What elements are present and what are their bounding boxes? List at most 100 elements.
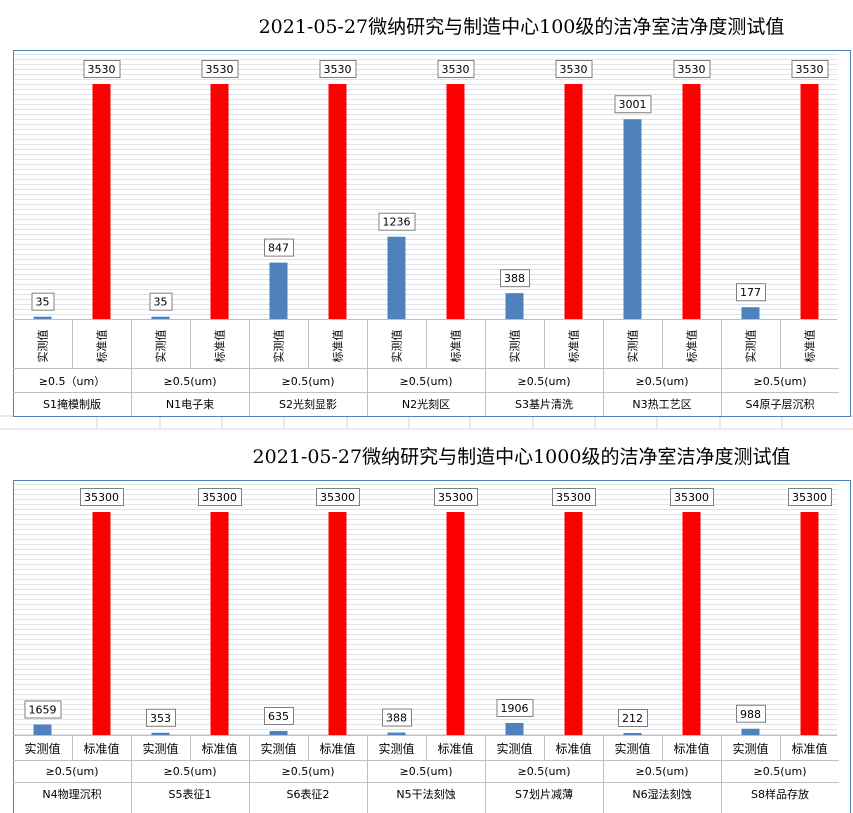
- series-tick-label: 实测值: [260, 741, 296, 756]
- data-label: 388: [504, 272, 525, 285]
- data-label-box: [736, 283, 766, 302]
- data-label-box: [83, 60, 121, 78]
- data-label-box: [434, 488, 478, 506]
- size-tick-label: ≥0.5(um): [164, 765, 217, 778]
- data-label: 35300: [792, 491, 827, 504]
- group-tick-label: N2光刻区: [402, 397, 450, 411]
- data-label: 35300: [320, 491, 355, 504]
- series-tick-label: 标准值: [331, 330, 345, 363]
- data-label: 212: [622, 712, 643, 725]
- standard-bar: [682, 84, 701, 319]
- size-tick-label: ≥0.5(um): [46, 765, 99, 778]
- measured-bar: [741, 728, 760, 735]
- standard-bar: [210, 512, 229, 735]
- measured-bar: [387, 732, 406, 735]
- size-tick-label: ≥0.5(um): [400, 375, 453, 388]
- series-tick-label: 实测值: [390, 330, 404, 363]
- data-label: 35300: [84, 491, 119, 504]
- standard-bar: [446, 512, 465, 735]
- data-label-box: [496, 698, 534, 717]
- data-label-box: [618, 709, 648, 727]
- data-label-box: [382, 708, 412, 727]
- series-tick-label: 标准值: [83, 741, 119, 756]
- chart-1-title: 2021-05-27微纳研究与制造中心100级的洁净室洁净度测试值: [258, 16, 785, 38]
- standard-bar: [682, 512, 701, 735]
- group-tick-label: S5表征1: [169, 787, 212, 801]
- standard-bar: [328, 512, 347, 735]
- data-label: 353: [150, 712, 171, 725]
- chart-1: 35 实测值 3530 标准值 ≥0.5（um） S1掩模制版 35 实测值 3530 标准值 ≥0…: [13, 50, 851, 417]
- data-label-box: [24, 700, 62, 719]
- data-label: 35300: [438, 491, 473, 504]
- group-tick-label: N6湿法刻蚀: [632, 787, 691, 801]
- measured-bar: [151, 316, 170, 319]
- data-label-box: [264, 706, 294, 725]
- chart-2: 1659 实测值 35300 标准值 ≥0.5(um) N4物理沉积 353 实测值 35300…: [13, 480, 851, 813]
- series-tick-label: 实测值: [154, 330, 168, 363]
- series-tick-label: 标准值: [95, 330, 109, 363]
- data-label-box: [670, 488, 714, 506]
- data-label-box: [552, 488, 596, 506]
- series-tick-label: 标准值: [437, 741, 473, 756]
- data-label: 388: [386, 712, 407, 725]
- chart-2-title: 2021-05-27微纳研究与制造中心1000级的洁净室洁净度测试值: [252, 446, 791, 468]
- measured-bar: [151, 732, 170, 735]
- series-tick-label: 标准值: [449, 330, 463, 363]
- data-label: 1906: [501, 702, 529, 715]
- data-label: 635: [268, 710, 289, 723]
- size-tick-label: ≥0.5（um）: [39, 375, 105, 388]
- measured-bar: [505, 722, 524, 735]
- series-tick-label: 标准值: [213, 330, 227, 363]
- data-label-box: [319, 60, 357, 78]
- measured-bar: [269, 730, 288, 735]
- data-label: 3530: [324, 63, 352, 76]
- series-tick-label: 标准值: [685, 330, 699, 363]
- series-tick-label: 实测值: [142, 741, 178, 756]
- data-label: 35300: [202, 491, 237, 504]
- standard-bar: [92, 512, 111, 735]
- size-tick-label: ≥0.5(um): [754, 765, 807, 778]
- data-label: 3530: [560, 63, 588, 76]
- group-tick-label: S8样品存放: [751, 787, 809, 801]
- data-label-box: [264, 238, 294, 257]
- series-tick-label: 标准值: [319, 741, 355, 756]
- data-label-box: [201, 60, 239, 78]
- data-label: 35300: [674, 491, 709, 504]
- standard-bar: [564, 84, 583, 319]
- data-label: 35: [36, 296, 50, 309]
- chart-frame: [13, 50, 851, 417]
- data-label-box: [378, 212, 416, 231]
- size-tick-label: ≥0.5(um): [518, 375, 571, 388]
- group-tick-label: N3热工艺区: [632, 398, 691, 411]
- measured-bar: [387, 236, 406, 319]
- data-label-box: [316, 488, 360, 506]
- size-tick-label: ≥0.5(um): [400, 765, 453, 778]
- measured-bar: [623, 733, 642, 735]
- group-tick-label: S1掩模制版: [43, 397, 101, 411]
- group-tick-label: N5干法刻蚀: [396, 787, 455, 801]
- data-label: 35: [154, 296, 168, 309]
- group-tick-label: N4物理沉积: [42, 787, 101, 801]
- group-tick-label: S6表征2: [287, 787, 330, 801]
- data-label: 3530: [442, 63, 470, 76]
- data-label-box: [198, 488, 242, 506]
- size-tick-label: ≥0.5(um): [282, 765, 335, 778]
- series-tick-label: 实测值: [744, 330, 758, 363]
- data-label: 3530: [678, 63, 706, 76]
- standard-bar: [446, 84, 465, 319]
- series-tick-label: 标准值: [803, 330, 817, 363]
- measured-bar: [741, 307, 760, 319]
- size-tick-label: ≥0.5(um): [636, 765, 689, 778]
- series-tick-label: 实测值: [272, 330, 286, 363]
- data-label-box: [146, 708, 176, 727]
- series-tick-label: 标准值: [567, 330, 581, 363]
- series-tick-label: 标准值: [791, 741, 827, 756]
- data-label: 3530: [206, 63, 234, 76]
- series-tick-label: 实测值: [24, 741, 60, 756]
- measured-bar: [33, 724, 52, 735]
- standard-bar: [800, 512, 819, 735]
- standard-bar: [92, 84, 111, 319]
- size-tick-label: ≥0.5(um): [164, 375, 217, 388]
- size-tick-label: ≥0.5(um): [518, 765, 571, 778]
- data-label-box: [437, 60, 475, 78]
